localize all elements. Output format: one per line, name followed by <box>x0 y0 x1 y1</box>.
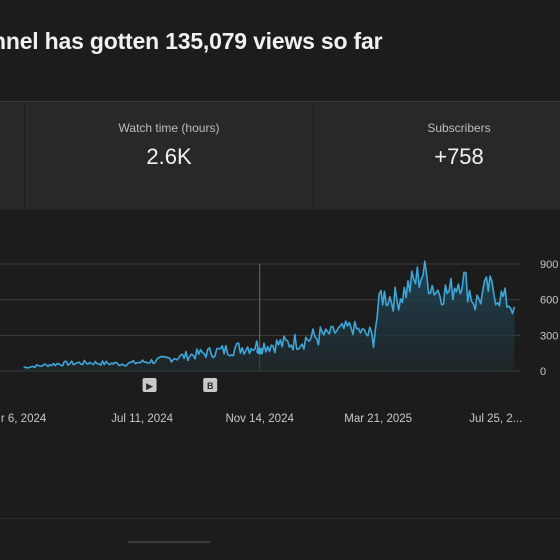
series-line <box>23 260 516 369</box>
play-icon[interactable]: ▶ <box>142 378 157 392</box>
views-chart[interactable]: 900 600 300 0 r 6, 2024 Jul 11, 2024 Nov 14, … <box>0 250 560 440</box>
page-title: nnel has gotten 135,079 views so far <box>0 28 383 54</box>
footer-scroll-indicator <box>128 541 210 543</box>
x-tick-label: r 6, 2024 <box>1 413 47 425</box>
x-tick-label: Jul 25, 2... <box>469 413 522 425</box>
stat-card-subscribers[interactable]: Subscribers +758 <box>314 102 560 210</box>
y-tick-label: 0 <box>540 366 546 378</box>
stat-separator <box>24 102 25 210</box>
chart-svg: 900 600 300 0 r 6, 2024 Jul 11, 2024 Nov 14, … <box>0 259 558 425</box>
event-marker-box <box>203 378 218 392</box>
event-marker-box <box>142 378 157 392</box>
event-marker-glyph: ▶ <box>146 381 153 391</box>
y-tick-label: 600 <box>540 295 558 307</box>
badge-icon[interactable]: B <box>203 378 218 392</box>
x-tick-label: Mar 21, 2025 <box>344 413 412 425</box>
stat-card-views[interactable] <box>0 102 24 210</box>
stat-label: Subscribers <box>427 121 491 135</box>
x-tick-label: Jul 11, 2024 <box>111 413 173 425</box>
y-tick-label: 900 <box>540 259 558 271</box>
stats-top-divider <box>0 101 560 102</box>
stat-card-watch-time[interactable]: Watch time (hours) 2.6K <box>25 102 313 210</box>
footer-divider <box>0 518 560 519</box>
stat-value: +758 <box>434 144 484 169</box>
hover-marker-dot <box>256 347 264 355</box>
stats-panel: Watch time (hours) 2.6K Subscribers +758 <box>0 102 560 210</box>
series-area <box>23 261 515 371</box>
event-marker-glyph: B <box>207 381 214 391</box>
y-tick-label: 300 <box>540 330 558 342</box>
stat-separator <box>313 102 314 210</box>
stat-value: 2.6K <box>146 144 192 169</box>
x-tick-label: Nov 14, 2024 <box>225 413 294 425</box>
stat-label: Watch time (hours) <box>118 121 220 135</box>
